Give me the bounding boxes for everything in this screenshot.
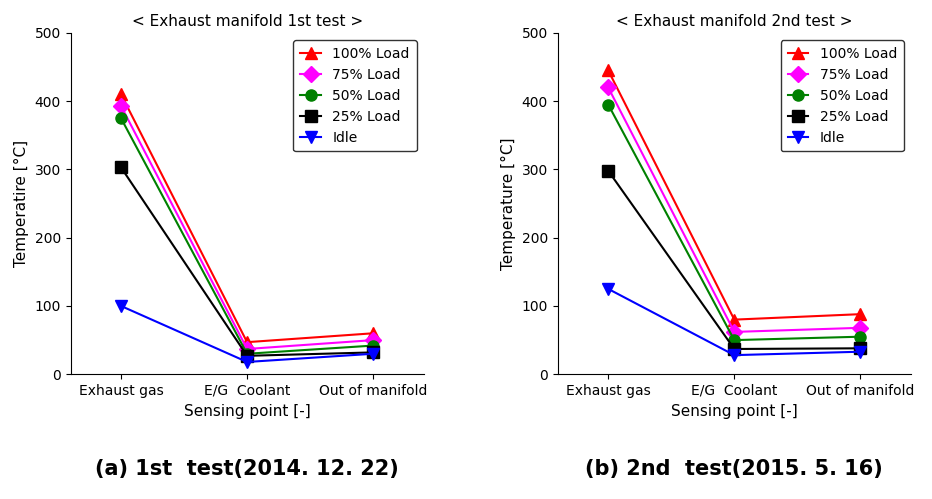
Idle [855,349,866,355]
Line: 100% Load: 100% Load [603,65,866,325]
Idle [603,286,614,292]
25% Load [241,353,253,359]
Line: Idle: Idle [603,283,866,361]
Legend: 100% Load, 75% Load, 50% Load, 25% Load, Idle: 100% Load, 75% Load, 50% Load, 25% Load,… [294,40,417,151]
Line: 25% Load: 25% Load [603,165,866,355]
Idle [241,359,253,365]
100% Load [241,339,253,345]
50% Load [729,337,740,343]
75% Load [241,346,253,352]
75% Load [603,84,614,90]
Line: Idle: Idle [116,300,378,368]
Text: (b) 2nd  test(2015. 5. 16): (b) 2nd test(2015. 5. 16) [585,459,884,479]
50% Load [116,115,127,121]
Idle [729,352,740,358]
Line: 75% Load: 75% Load [116,100,378,355]
Y-axis label: Temperatire [°C]: Temperatire [°C] [14,140,29,267]
100% Load [116,91,127,97]
100% Load [367,330,378,336]
Legend: 100% Load, 75% Load, 50% Load, 25% Load, Idle: 100% Load, 75% Load, 50% Load, 25% Load,… [781,40,904,151]
Line: 100% Load: 100% Load [116,89,378,348]
75% Load [729,329,740,335]
Text: (a) 1st  test(2014. 12. 22): (a) 1st test(2014. 12. 22) [95,459,399,479]
Line: 75% Load: 75% Load [603,82,866,337]
100% Load [729,317,740,323]
50% Load [855,334,866,340]
100% Load [855,311,866,317]
Title: < Exhaust manifold 1st test >: < Exhaust manifold 1st test > [131,14,363,29]
50% Load [367,343,378,349]
25% Load [603,168,614,174]
25% Load [367,349,378,355]
X-axis label: Sensing point [-]: Sensing point [-] [184,404,310,419]
50% Load [603,101,614,107]
100% Load [603,67,614,73]
50% Load [241,351,253,357]
Line: 50% Load: 50% Load [603,99,866,346]
Line: 50% Load: 50% Load [116,113,378,359]
X-axis label: Sensing point [-]: Sensing point [-] [671,404,798,419]
Line: 25% Load: 25% Load [116,162,378,361]
25% Load [116,164,127,170]
Y-axis label: Temperature [°C]: Temperature [°C] [501,137,516,270]
Idle [116,303,127,309]
25% Load [855,345,866,351]
75% Load [116,103,127,109]
Idle [367,351,378,357]
25% Load [729,346,740,352]
75% Load [367,337,378,343]
75% Load [855,325,866,331]
Title: < Exhaust manifold 2nd test >: < Exhaust manifold 2nd test > [616,14,853,29]
